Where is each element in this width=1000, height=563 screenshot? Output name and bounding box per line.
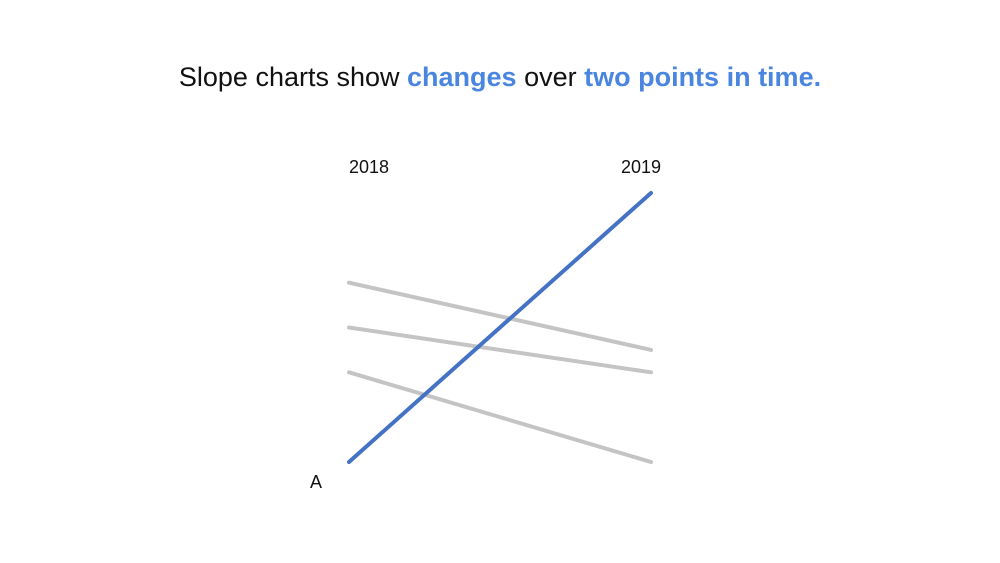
series-line-a — [347, 191, 653, 464]
series-line-3 — [347, 325, 653, 375]
title-highlight-time: two points in time. — [584, 62, 822, 92]
chart-title: Slope charts show changes over two point… — [0, 58, 1000, 96]
series-layer — [347, 191, 653, 464]
title-text-2: over — [516, 62, 585, 92]
title-highlight-changes: changes — [407, 62, 517, 92]
x-tick-label-2019: 2019 — [621, 157, 661, 177]
series-label-a: A — [310, 472, 322, 492]
title-text-1: Slope charts show — [178, 62, 408, 92]
series-line-2 — [347, 280, 653, 352]
series-line-4 — [347, 370, 653, 464]
x-tick-label-2018: 2018 — [349, 157, 389, 177]
